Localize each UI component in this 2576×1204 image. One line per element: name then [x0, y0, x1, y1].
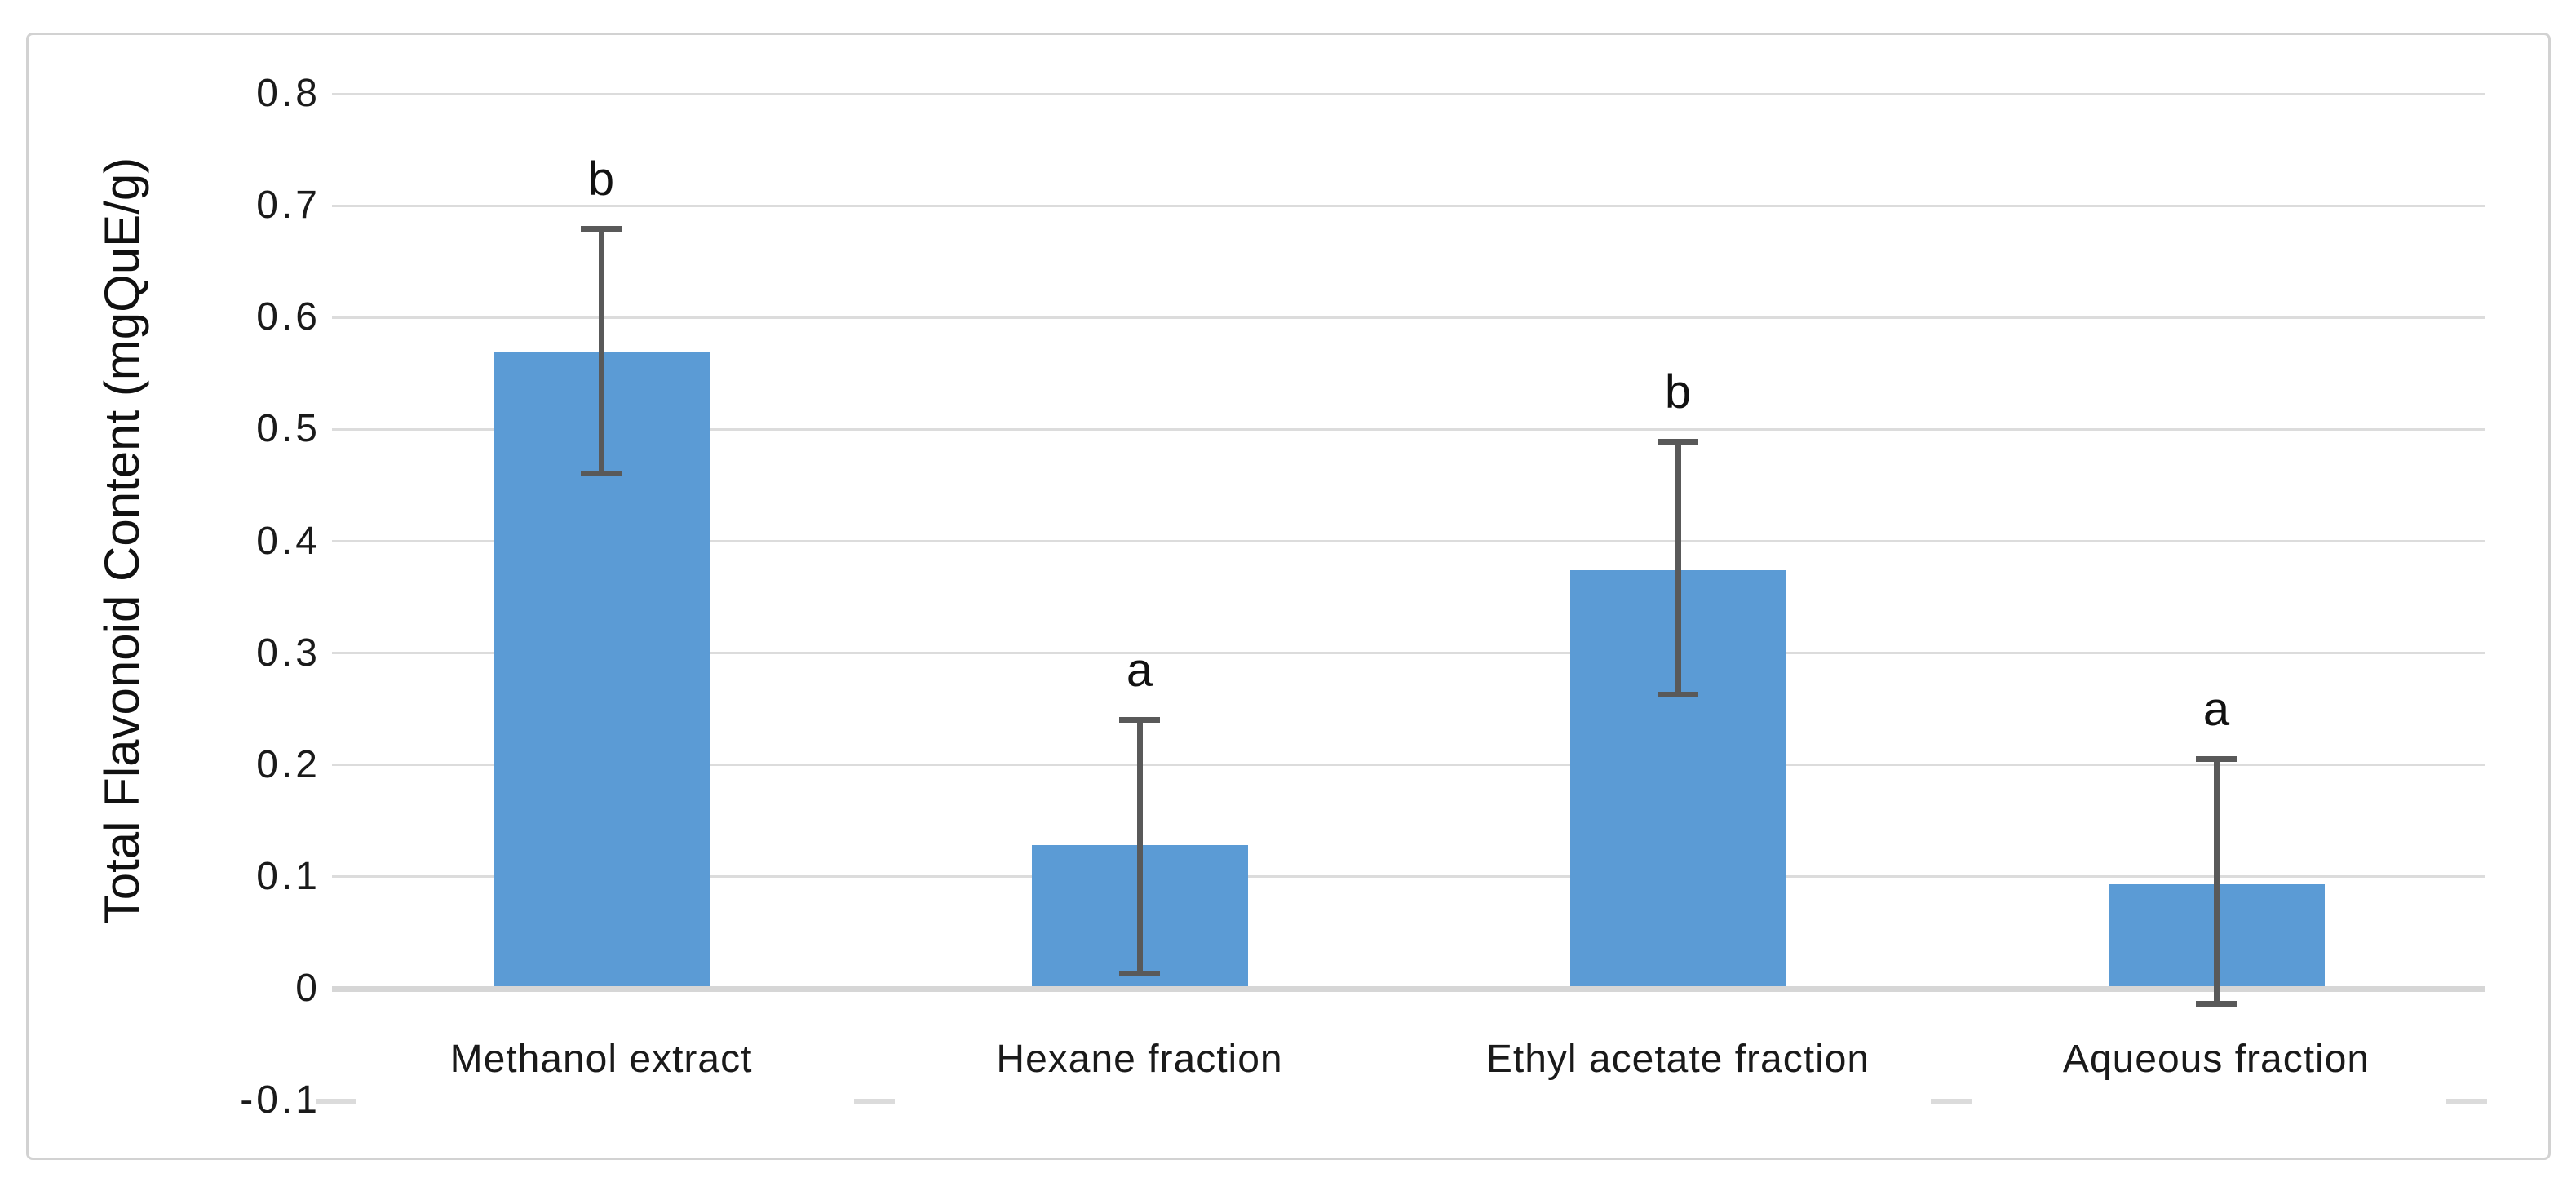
error-bar-cap-bottom: [1658, 692, 1698, 697]
y-tick-label: 0.6: [256, 295, 321, 339]
category-axis-tick: [1931, 1099, 1972, 1104]
y-tick-label: 0.7: [256, 184, 321, 227]
x-category-label: Aqueous fraction: [2062, 1038, 2370, 1081]
significance-letter: a: [2202, 683, 2230, 736]
y-tick-label: 0.2: [256, 743, 321, 786]
y-axis-title: Total Flavonoid Content (mgQuE/g): [95, 157, 149, 925]
plot-gridline: [332, 205, 2485, 207]
error-bar-line: [1675, 441, 1681, 694]
y-tick-label: 0: [295, 967, 321, 1010]
y-tick-label: 0.1: [256, 855, 321, 898]
x-category-label: Ethyl acetate fraction: [1485, 1038, 1870, 1081]
y-tick-label: 0.4: [256, 520, 321, 563]
error-bar-line: [1137, 719, 1143, 973]
error-bar-cap-bottom: [581, 471, 622, 476]
significance-letter: a: [1126, 644, 1153, 697]
y-tick-label: 0.3: [256, 631, 321, 675]
significance-letter: b: [587, 153, 615, 206]
error-bar-line: [2214, 759, 2220, 1003]
plot-gridline: [332, 875, 2485, 878]
error-bar-line: [599, 228, 604, 473]
error-bar-cap-top: [581, 226, 622, 232]
plot-gridline: [332, 764, 2485, 766]
y-tick-label: 0.8: [256, 72, 321, 115]
error-bar-cap-top: [1119, 717, 1160, 723]
plot-gridline: [332, 93, 2485, 95]
y-tick-label: -0.1: [240, 1078, 321, 1122]
x-axis-zero-line: [332, 986, 2485, 992]
plot-gridline: [332, 540, 2485, 542]
plot-gridline: [332, 316, 2485, 319]
y-tick-label: 0.5: [256, 407, 321, 450]
plot-gridline: [332, 652, 2485, 654]
x-category-label: Methanol extract: [449, 1038, 753, 1081]
category-axis-tick: [316, 1099, 356, 1104]
plot-gridline: [332, 428, 2485, 431]
category-axis-tick: [854, 1099, 895, 1104]
significance-letter: b: [1664, 365, 1692, 418]
error-bar-cap-bottom: [1119, 971, 1160, 976]
error-bar-cap-bottom: [2196, 1001, 2237, 1007]
error-bar-cap-top: [1658, 439, 1698, 445]
x-category-label: Hexane fraction: [996, 1038, 1283, 1081]
category-axis-tick: [2446, 1099, 2487, 1104]
error-bar-cap-top: [2196, 756, 2237, 762]
